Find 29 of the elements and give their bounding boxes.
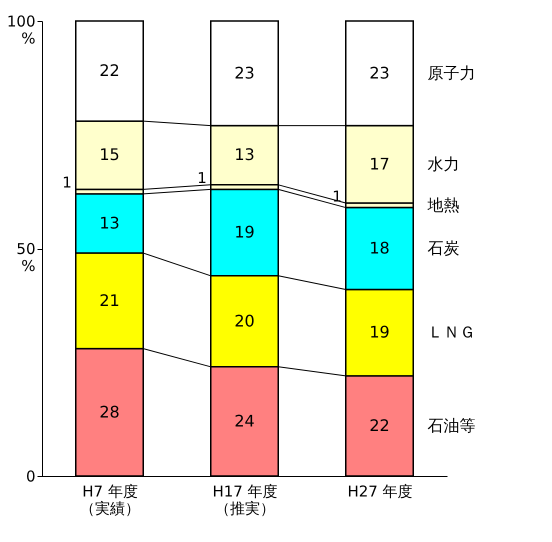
- series-label: 水力: [427, 154, 460, 174]
- data-label: 28: [99, 402, 120, 422]
- y-tick-label: 100 %: [6, 12, 36, 48]
- data-label: 18: [369, 238, 390, 258]
- data-label: 24: [234, 411, 255, 430]
- series-label: 地熱: [426, 195, 460, 214]
- data-label: 19: [234, 222, 255, 242]
- data-label: 23: [234, 63, 255, 82]
- data-label: 1: [197, 169, 207, 188]
- data-label: 15: [99, 145, 120, 164]
- x-tick-label: H7 年度（実績）: [80, 482, 140, 518]
- data-label: 13: [99, 213, 120, 232]
- data-label: 1: [62, 174, 72, 192]
- x-tick-label: H17 年度（推実）: [212, 482, 278, 518]
- data-label: 20: [234, 311, 255, 330]
- data-label: 17: [369, 154, 390, 174]
- data-label: 23: [369, 63, 390, 82]
- data-label: 19: [369, 322, 390, 342]
- data-label: 22: [369, 416, 390, 435]
- x-tick-label: H27 年度: [347, 482, 413, 500]
- series-label: 石油等: [427, 416, 476, 435]
- series-label: 石炭: [427, 238, 460, 258]
- y-tick-label: 50 %: [16, 240, 36, 275]
- series-label: ＬＮＧ: [427, 322, 476, 342]
- data-label: 13: [234, 145, 255, 164]
- data-label: 22: [99, 61, 120, 80]
- y-tick-label: 0: [26, 468, 36, 486]
- data-label: 21: [99, 290, 120, 310]
- series-label: 原子力: [427, 63, 476, 82]
